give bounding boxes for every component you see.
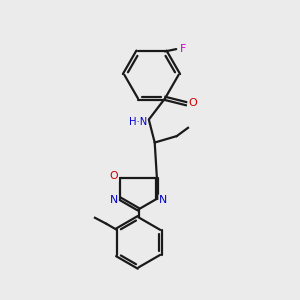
Text: N: N — [159, 195, 167, 205]
Text: N: N — [110, 195, 118, 205]
Text: H·N: H·N — [128, 117, 147, 127]
Text: F: F — [179, 44, 186, 54]
Text: O: O — [110, 171, 118, 181]
Text: O: O — [188, 98, 197, 108]
